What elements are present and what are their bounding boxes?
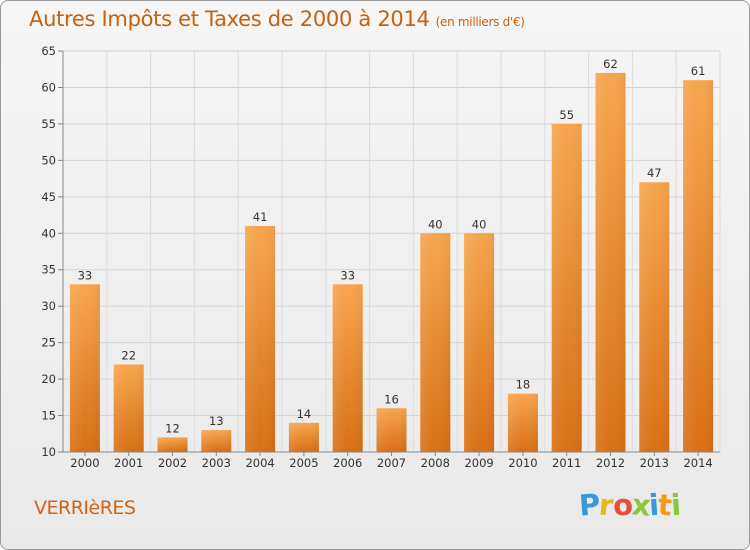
x-tick-label: 2009 [464,456,493,470]
chart-title-text: Autres Impôts et Taxes de 2000 à 2014 [29,7,430,31]
x-tick-label: 2001 [114,456,143,470]
bar-shade [157,437,188,452]
bar-shade [551,123,582,452]
bar-shade [595,72,626,452]
bar-shade [69,284,100,452]
bar-value-label: 18 [516,378,531,392]
x-tick-label: 2007 [377,456,406,470]
bar-shade [113,364,144,452]
x-tick-label: 2011 [552,456,581,470]
y-tick-label: 30 [41,299,56,313]
y-tick-label: 55 [41,117,56,131]
bar-value-label: 62 [603,57,618,71]
y-tick-label: 25 [41,336,56,350]
bar-value-label: 55 [559,108,574,122]
y-tick-label: 65 [41,44,56,58]
y-tick-label: 15 [41,409,56,423]
logo-letter: i [669,487,682,523]
y-tick-label: 60 [41,80,56,94]
bar-value-label: 14 [297,407,312,421]
bar-value-label: 41 [253,210,268,224]
bar-shade [639,182,670,452]
bar-value-label: 22 [121,349,136,363]
bar-shade [288,422,319,452]
y-tick-label: 45 [41,190,56,204]
x-tick-label: 2003 [202,456,231,470]
x-tick-label: 2005 [289,456,318,470]
bar-shade [464,233,495,452]
bar-value-label: 61 [691,64,706,78]
x-tick-label: 2000 [70,456,99,470]
x-tick-label: 2006 [333,456,362,470]
commune-name: VERRIèRES [34,497,136,519]
logo-letter: o [611,487,633,523]
bar-shade [507,393,538,452]
bar-shade [201,430,232,452]
x-tick-label: 2014 [683,456,712,470]
y-tick-label: 40 [41,226,56,240]
x-tick-label: 2013 [640,456,669,470]
bar-value-label: 12 [165,421,180,435]
chart-title: Autres Impôts et Taxes de 2000 à 2014 (en… [29,7,525,31]
bar-value-label: 40 [428,217,443,231]
bar-shade [376,408,407,452]
x-tick-label: 2002 [158,456,187,470]
proxiti-logo: Proxiti [578,487,682,523]
bar-shade [420,233,451,452]
x-tick-label: 2004 [245,456,274,470]
bar-value-label: 33 [340,268,355,282]
bar-value-label: 33 [78,268,93,282]
bar-shade [332,284,363,452]
bar-value-label: 16 [384,392,399,406]
y-tick-label: 10 [41,445,56,459]
x-tick-label: 2008 [421,456,450,470]
bar-value-label: 13 [209,414,224,428]
y-tick-label: 20 [41,372,56,386]
bar-value-label: 40 [472,217,487,231]
bar-value-label: 47 [647,166,662,180]
bar-shade [245,225,276,452]
x-tick-label: 2010 [508,456,537,470]
bar-shade [683,80,714,452]
x-tick-label: 2012 [596,456,625,470]
y-tick-label: 35 [41,263,56,277]
y-tick-label: 50 [41,153,56,167]
chart-unit: (en milliers d'€) [435,15,525,29]
